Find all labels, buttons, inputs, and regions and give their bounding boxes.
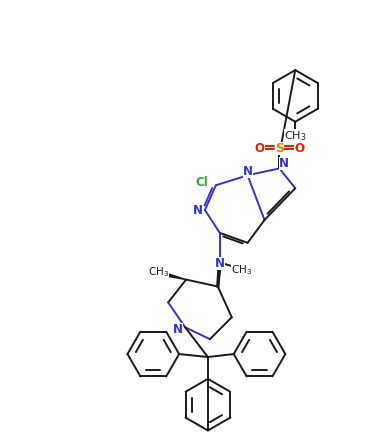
Text: O: O [294,142,304,155]
Text: O: O [294,142,304,155]
Text: CH$_3$: CH$_3$ [231,263,252,277]
Text: Cl: Cl [196,176,209,189]
Text: N: N [279,157,289,170]
Text: CH$_3$: CH$_3$ [284,129,307,142]
Text: O: O [254,142,265,155]
Text: CH$_3$: CH$_3$ [148,265,169,279]
Text: CH$_3$: CH$_3$ [231,263,252,277]
Text: CH$_3$: CH$_3$ [148,265,169,279]
Text: N: N [215,257,225,270]
Text: N: N [173,323,183,336]
Text: S: S [275,142,284,155]
Text: CH$_3$: CH$_3$ [284,129,307,142]
Text: N: N [279,157,289,170]
Text: Cl: Cl [196,176,209,189]
Text: N: N [215,257,225,270]
Text: N: N [193,204,203,217]
Polygon shape [218,258,222,287]
Polygon shape [166,273,186,280]
Text: N: N [173,323,183,336]
Text: S: S [275,142,284,155]
Text: N: N [193,204,203,217]
Text: N: N [243,165,252,178]
Text: O: O [254,142,265,155]
Text: N: N [243,165,252,178]
Text: N: N [215,257,225,270]
